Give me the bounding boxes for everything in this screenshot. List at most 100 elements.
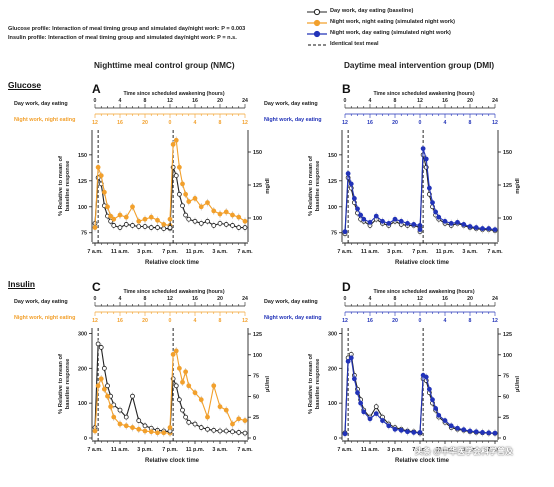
y-tick-label-left: 150 bbox=[78, 153, 87, 159]
data-point bbox=[136, 418, 142, 423]
data-point bbox=[380, 418, 385, 423]
x-axis-title: Relative clock time bbox=[395, 458, 450, 464]
x-tick-label: 3 p.m. bbox=[137, 249, 153, 255]
data-point bbox=[130, 204, 135, 210]
data-point bbox=[92, 428, 98, 434]
data-point bbox=[448, 220, 454, 226]
insulin-stat-text: Insulin profile: Interaction of meal tim… bbox=[8, 35, 237, 41]
day-time-tick-label: 0 bbox=[94, 98, 97, 104]
data-point bbox=[173, 173, 179, 179]
data-point bbox=[242, 430, 248, 436]
data-point bbox=[426, 185, 432, 191]
day-row-label: Day work, day eating bbox=[264, 299, 318, 305]
series-line bbox=[94, 167, 171, 228]
data-point bbox=[448, 423, 454, 429]
data-point bbox=[192, 196, 198, 201]
y-tick-label-left: 200 bbox=[328, 366, 337, 372]
series-line bbox=[169, 349, 246, 428]
day-time-tick-label: 4 bbox=[369, 98, 372, 104]
series-line bbox=[344, 177, 421, 234]
y-tick-label-left: 75 bbox=[81, 231, 87, 237]
data-point bbox=[358, 212, 364, 218]
y-axis-label-left: % Relative to mean of bbox=[308, 156, 314, 216]
day-time-tick-label: 20 bbox=[217, 296, 223, 302]
data-point bbox=[123, 414, 129, 420]
day-time-tick-label: 12 bbox=[417, 296, 423, 302]
night-time-tick-label: 20 bbox=[142, 120, 148, 126]
series-line bbox=[169, 138, 246, 222]
data-point bbox=[98, 173, 104, 179]
data-point bbox=[345, 358, 351, 364]
data-point bbox=[117, 225, 123, 230]
data-point bbox=[461, 222, 467, 227]
night-time-tick-label: 0 bbox=[419, 318, 422, 324]
day-row-label: Day work, day eating bbox=[14, 101, 68, 107]
data-point bbox=[117, 212, 123, 218]
x-tick-label: 7 a.m. bbox=[487, 249, 503, 255]
data-point bbox=[136, 426, 142, 432]
data-point bbox=[108, 213, 114, 219]
data-point bbox=[373, 213, 379, 219]
x-tick-label: 3 p.m. bbox=[387, 447, 403, 453]
data-point bbox=[142, 216, 148, 222]
y-axis-label-left-line2: baseline response bbox=[315, 358, 321, 409]
y-tick-label-left: 0 bbox=[334, 436, 337, 442]
night-time-tick-label: 20 bbox=[392, 120, 398, 126]
data-point bbox=[492, 227, 498, 233]
x-tick-label: 11 p.m. bbox=[186, 447, 205, 453]
data-point bbox=[398, 218, 404, 224]
data-point bbox=[348, 181, 354, 187]
night-row-label: Night work, day eating bbox=[264, 315, 322, 321]
data-point bbox=[473, 225, 479, 230]
night-time-tick-label: 8 bbox=[219, 120, 222, 126]
data-point bbox=[183, 212, 189, 218]
data-point bbox=[155, 430, 160, 436]
data-point bbox=[105, 393, 110, 399]
y-tick-label-right: 25 bbox=[253, 415, 259, 421]
data-point bbox=[205, 414, 210, 420]
data-point bbox=[161, 430, 167, 436]
data-point bbox=[351, 196, 357, 201]
day-time-tick-label: 0 bbox=[94, 296, 97, 302]
series-line bbox=[94, 342, 171, 433]
y-tick-label-right: 100 bbox=[253, 353, 262, 359]
data-point bbox=[423, 374, 429, 380]
data-point bbox=[430, 200, 435, 206]
y-tick-label-right: 100 bbox=[503, 216, 512, 222]
y-tick-label-right: 25 bbox=[503, 415, 509, 421]
data-point bbox=[373, 404, 379, 410]
y-axis-label-left-line2: baseline response bbox=[315, 160, 321, 211]
data-point bbox=[486, 226, 492, 231]
data-point bbox=[176, 191, 182, 197]
data-point bbox=[117, 407, 123, 413]
data-point bbox=[467, 428, 473, 434]
data-point bbox=[211, 427, 217, 433]
data-point bbox=[117, 421, 123, 427]
day-time-tick-label: 24 bbox=[492, 296, 498, 302]
data-point bbox=[173, 348, 179, 354]
data-point bbox=[155, 217, 160, 223]
day-time-tick-label: 8 bbox=[144, 98, 147, 104]
y-axis-label-right: mg/dl bbox=[265, 178, 271, 194]
night-row-label: Night work, night eating bbox=[14, 315, 75, 321]
x-tick-label: 7 a.m. bbox=[87, 249, 103, 255]
data-point bbox=[192, 218, 198, 224]
data-point bbox=[433, 405, 439, 411]
data-point bbox=[180, 203, 185, 209]
data-point bbox=[105, 383, 110, 389]
y-tick-label-left: 300 bbox=[78, 331, 87, 337]
data-point bbox=[148, 429, 154, 435]
day-time-tick-label: 8 bbox=[394, 98, 397, 104]
data-point bbox=[355, 390, 360, 396]
x-tick-label: 11 a.m. bbox=[111, 249, 129, 255]
series-line bbox=[419, 374, 496, 434]
data-point bbox=[101, 386, 107, 392]
data-point bbox=[442, 218, 448, 224]
data-point bbox=[186, 419, 192, 425]
data-point bbox=[223, 209, 229, 215]
data-point bbox=[142, 224, 148, 229]
data-point bbox=[123, 214, 129, 220]
data-point bbox=[130, 425, 135, 430]
